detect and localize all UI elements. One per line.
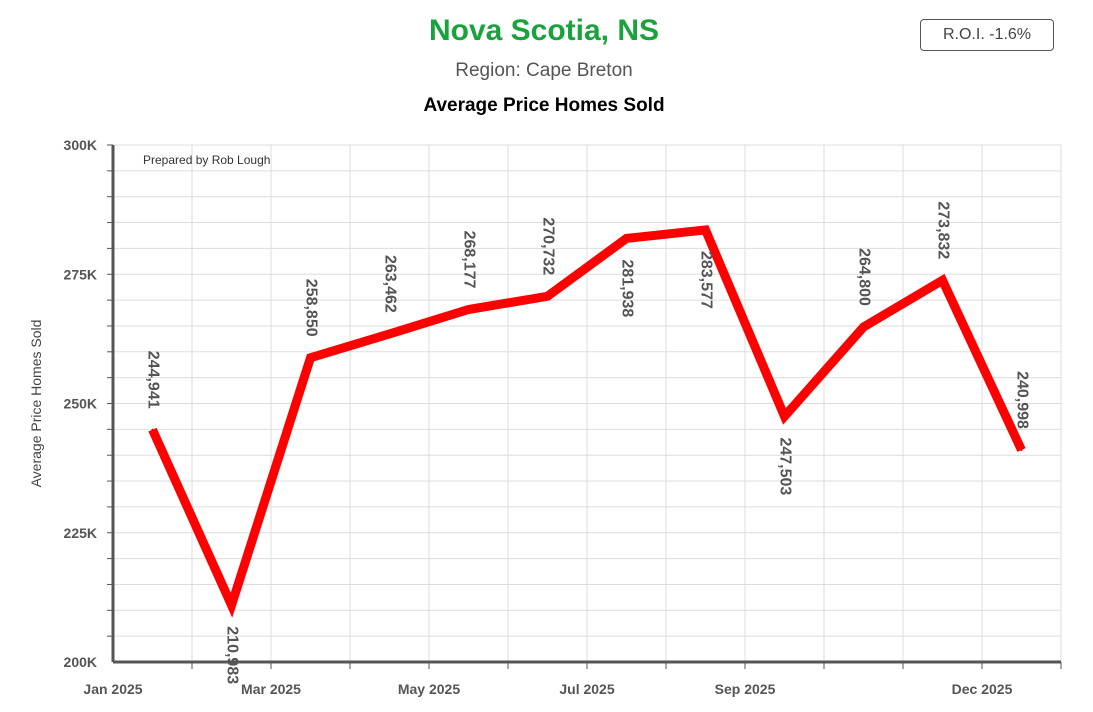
y-tick-label: 250K <box>64 396 97 412</box>
grid <box>113 144 1062 662</box>
data-point <box>1020 449 1023 452</box>
y-tick-label: 200K <box>64 654 97 670</box>
y-tick-label: 300K <box>64 137 97 153</box>
y-tick-label: 275K <box>64 266 97 282</box>
data-point <box>704 228 707 231</box>
data-label: 283,577 <box>697 251 714 309</box>
data-point <box>546 295 549 298</box>
data-label: 263,462 <box>381 255 398 313</box>
axes: 200K 225K 250K 275K 300K Jan 2025 Mar 2025 May … <box>28 137 1062 697</box>
data-point <box>230 604 233 607</box>
data-point <box>862 325 865 328</box>
data-point <box>625 237 628 240</box>
chart-title: Average Price Homes Sold <box>423 95 665 116</box>
data-point <box>309 356 312 359</box>
data-label: 240,998 <box>1013 371 1030 429</box>
y-axis-title: Average Price Homes Sold <box>28 320 44 488</box>
data-point <box>783 415 786 418</box>
series-line <box>148 225 1026 618</box>
page-title: Nova Scotia, NS <box>428 14 660 47</box>
x-tick-label: Sep 2025 <box>715 681 776 697</box>
data-label: 258,850 <box>302 279 319 337</box>
region-subtitle: Region: Cape Breton <box>455 60 633 81</box>
data-label: 264,800 <box>855 248 872 306</box>
credit-text: Prepared by Rob Lough <box>143 153 270 167</box>
data-labels: 244,941 210,983 258,850 263,462 268,177 270,7… <box>144 201 1030 684</box>
x-tick-label: Jan 2025 <box>83 681 142 697</box>
data-point <box>941 279 944 282</box>
roi-badge: R.O.I. -1.6% <box>920 19 1054 51</box>
data-label: 210,983 <box>223 626 240 684</box>
x-tick-label: Mar 2025 <box>241 681 301 697</box>
data-point <box>151 428 154 431</box>
x-tick-label: Dec 2025 <box>952 681 1013 697</box>
data-label: 281,938 <box>618 259 635 317</box>
series-line-group <box>148 225 1026 618</box>
data-label: 244,941 <box>144 351 161 409</box>
data-label: 270,732 <box>539 217 556 275</box>
data-label: 247,503 <box>776 437 793 495</box>
data-label: 268,177 <box>460 231 477 289</box>
data-point <box>388 332 391 335</box>
y-tick-label: 225K <box>64 525 97 541</box>
x-tick-label: Jul 2025 <box>559 681 614 697</box>
x-tick-label: May 2025 <box>398 681 460 697</box>
data-point <box>467 308 470 311</box>
data-label: 273,832 <box>934 201 951 259</box>
